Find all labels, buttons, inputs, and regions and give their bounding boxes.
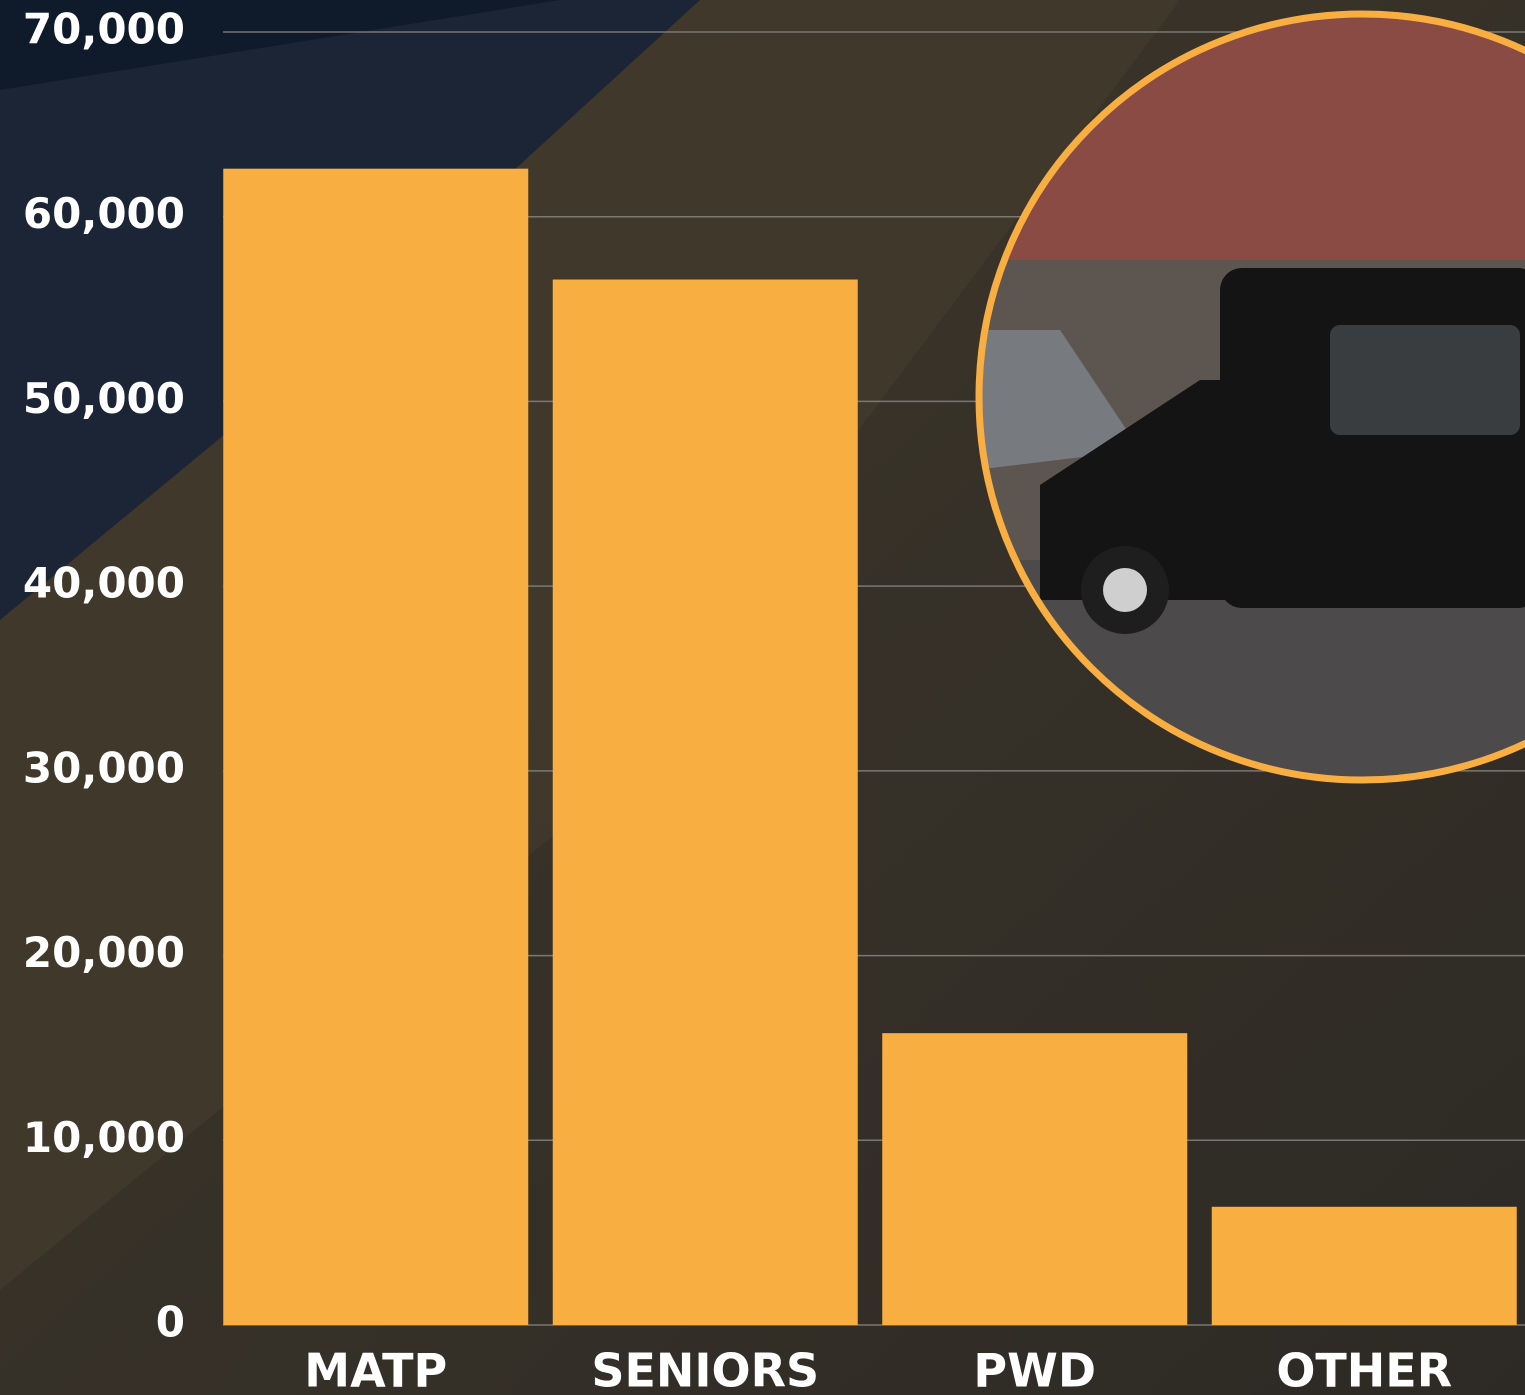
bar	[882, 1033, 1187, 1325]
y-tick-label: 30,000	[23, 743, 185, 792]
chart: 0 10,000 20,000 30,000 40,000 50,000 60,000 70,…	[0, 0, 1525, 1395]
page: 0 10,000 20,000 30,000 40,000 50,000 60,000 70,…	[0, 0, 1525, 1395]
y-tick-label: 50,000	[23, 374, 185, 423]
y-tick-label: 40,000	[23, 559, 185, 608]
x-tick-label: MATP	[304, 1344, 447, 1395]
x-tick-label: OTHER	[1276, 1344, 1452, 1395]
bar	[1212, 1207, 1517, 1325]
bar	[553, 280, 858, 1325]
x-tick-label: SENIORS	[591, 1344, 819, 1395]
y-tick-label: 20,000	[23, 928, 185, 977]
y-tick-label: 0	[156, 1298, 185, 1347]
bar	[223, 169, 528, 1325]
x-tick-label: PWD	[973, 1344, 1096, 1395]
y-tick-label: 60,000	[23, 189, 185, 238]
y-tick-label: 70,000	[23, 5, 185, 54]
y-tick-label: 10,000	[23, 1113, 185, 1162]
